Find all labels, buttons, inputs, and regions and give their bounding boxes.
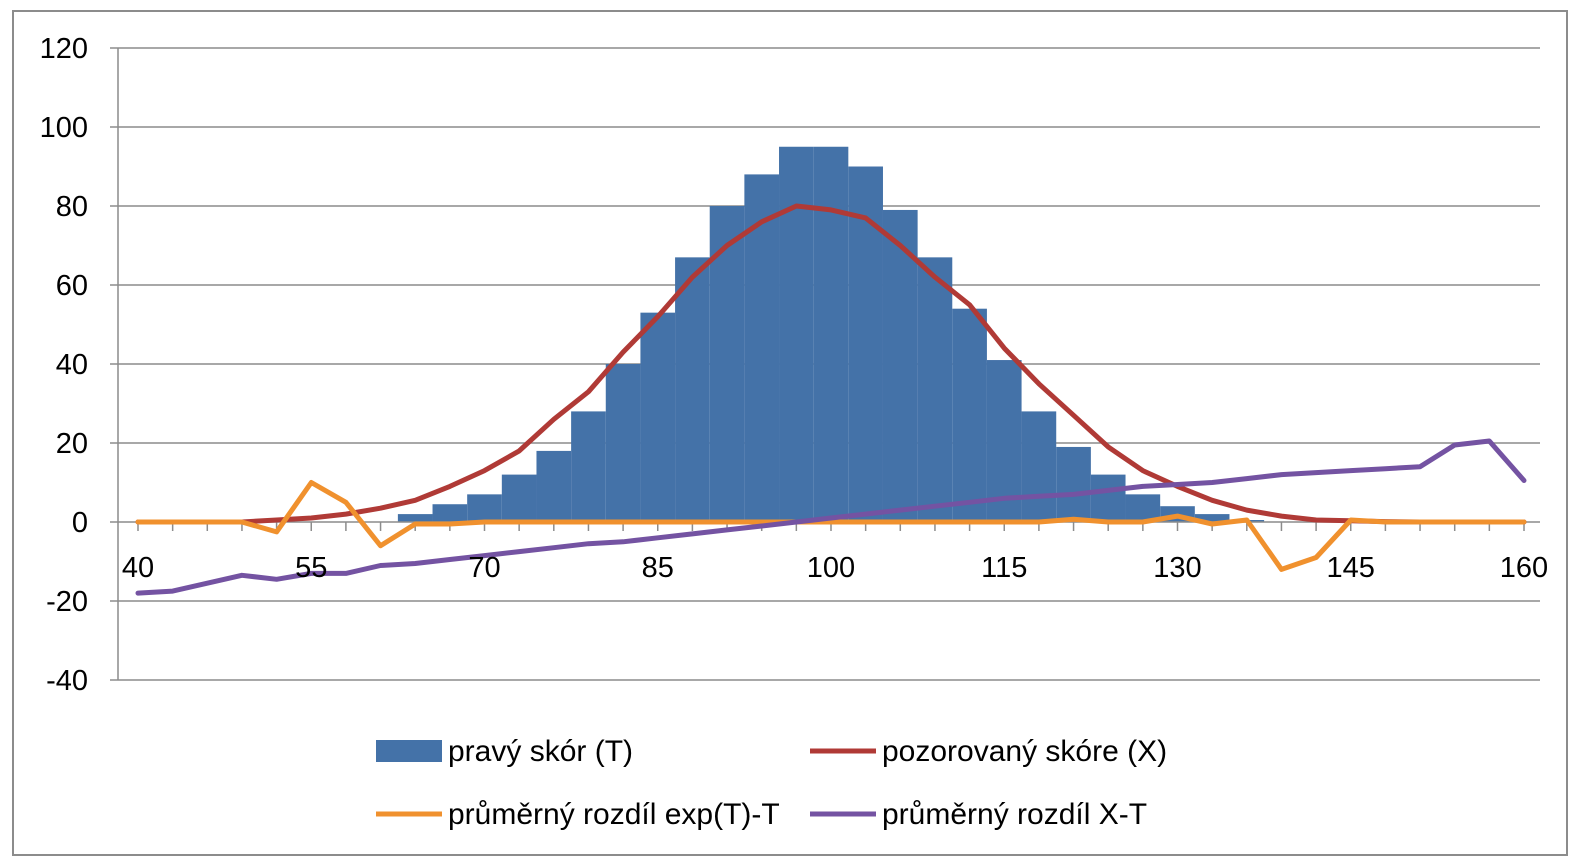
bar (640, 312, 676, 522)
y-tick-label: 20 (56, 428, 88, 460)
tick-labels: 120 100 80 60 40 20 0 -20 -40 40 55 70 85 100 115 130 14… (40, 33, 1549, 697)
y-tick-label: 0 (72, 507, 88, 539)
bar (536, 450, 572, 522)
legend-swatch (376, 740, 442, 762)
y-tick-label: 120 (40, 33, 88, 65)
x-tick-label: 100 (807, 552, 855, 584)
bar (813, 146, 849, 522)
bar (1125, 494, 1161, 522)
bar (1056, 446, 1091, 522)
series-line-3 (135, 438, 1527, 596)
bar (501, 474, 537, 522)
line-series (135, 203, 1527, 596)
y-tick-label: 80 (56, 191, 88, 223)
x-tick-label: 115 (981, 552, 1027, 584)
bar (917, 257, 953, 522)
y-tick-label: 100 (40, 112, 88, 144)
bar (675, 257, 710, 522)
bar (952, 308, 987, 522)
x-tick-label: 40 (122, 552, 154, 584)
x-tick-label: 145 (1327, 552, 1375, 584)
bar (1090, 474, 1126, 522)
x-tick-label: 160 (1500, 552, 1548, 584)
bar (744, 174, 780, 522)
x-tick-label: 70 (468, 552, 500, 584)
legend-label: průměrný rozdíl X-T (882, 798, 1147, 831)
series-line-2 (135, 480, 1527, 572)
bar (571, 411, 606, 522)
bar (1021, 411, 1057, 522)
legend-label: pravý skór (T) (448, 735, 633, 768)
bar (986, 360, 1022, 522)
bar-series (397, 146, 1265, 522)
x-tick-label: 55 (295, 552, 327, 584)
bar (432, 504, 468, 522)
x-tick-label: 130 (1153, 552, 1201, 584)
bar (467, 494, 502, 522)
series-line-1 (135, 203, 1527, 525)
y-tick-label: -40 (46, 665, 88, 697)
y-tick-label: 60 (56, 270, 88, 302)
x-tick-label: 85 (642, 552, 674, 584)
legend: pravý skór (T) pozorovaný skóre (X) průměr… (376, 735, 1167, 831)
bar (605, 364, 641, 522)
bar (779, 146, 814, 522)
legend-label: pozorovaný skóre (X) (882, 735, 1167, 768)
y-tick-label: 40 (56, 349, 88, 381)
y-tick-label: -20 (46, 586, 88, 618)
legend-label: průměrný rozdíl exp(T)-T (448, 798, 780, 831)
bar (1194, 514, 1230, 522)
bar (882, 209, 918, 522)
bar (397, 514, 433, 522)
